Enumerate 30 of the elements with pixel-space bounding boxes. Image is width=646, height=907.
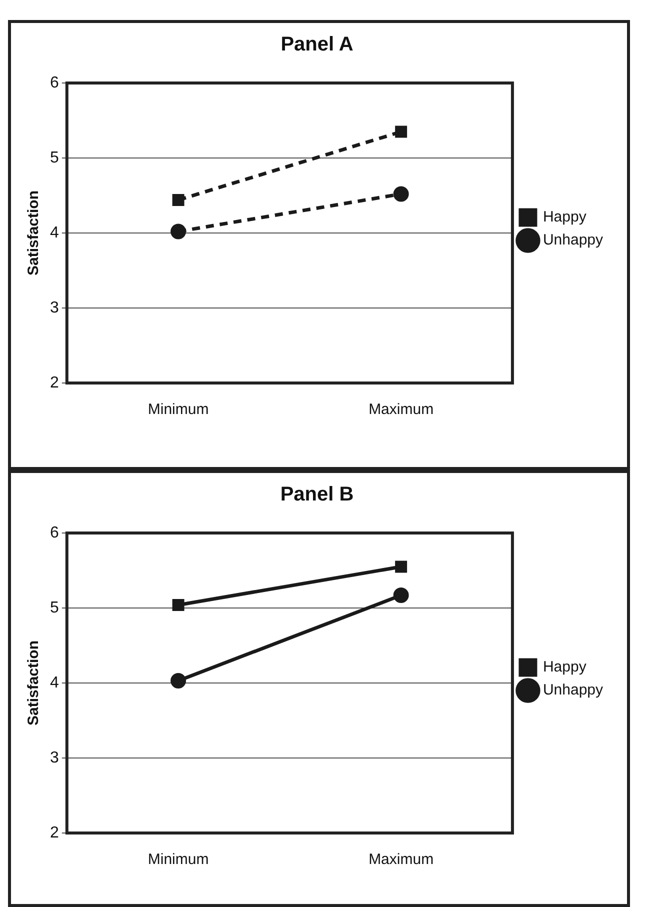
x-tick-label: Maximum: [368, 401, 434, 418]
y-tick-label: 6: [50, 524, 59, 542]
point: [393, 186, 409, 202]
x-tick-label: Maximum: [368, 851, 434, 868]
y-tick-label: 5: [50, 599, 59, 616]
x-tick-label: Minimum: [148, 401, 209, 418]
y-tick-label: 2: [50, 824, 59, 842]
legend-label: Unhappy: [542, 232, 604, 249]
y-axis-title: Satisfaction: [25, 640, 42, 726]
x-tick-label: Minimum: [148, 851, 209, 868]
point: [170, 673, 186, 688]
legend-label: Happy: [542, 658, 587, 676]
y-tick-label: 3: [50, 299, 59, 316]
y-tick-label: 4: [50, 224, 59, 242]
point: [172, 599, 184, 611]
legend-label: Unhappy: [542, 682, 604, 699]
point: [395, 126, 408, 138]
point: [170, 224, 186, 240]
chart-title: Panel B: [280, 484, 354, 506]
point: [172, 194, 184, 206]
point: [393, 588, 409, 603]
y-tick-label: 3: [50, 749, 59, 766]
y-tick-label: 5: [50, 149, 59, 166]
y-axis-title: Satisfaction: [25, 190, 42, 276]
y-tick-label: 2: [50, 374, 59, 392]
point: [395, 560, 408, 573]
y-tick-label: 4: [50, 674, 59, 692]
chart-title: Panel A: [280, 34, 354, 56]
y-tick-label: 6: [50, 74, 59, 92]
legend-label: Happy: [542, 208, 587, 226]
